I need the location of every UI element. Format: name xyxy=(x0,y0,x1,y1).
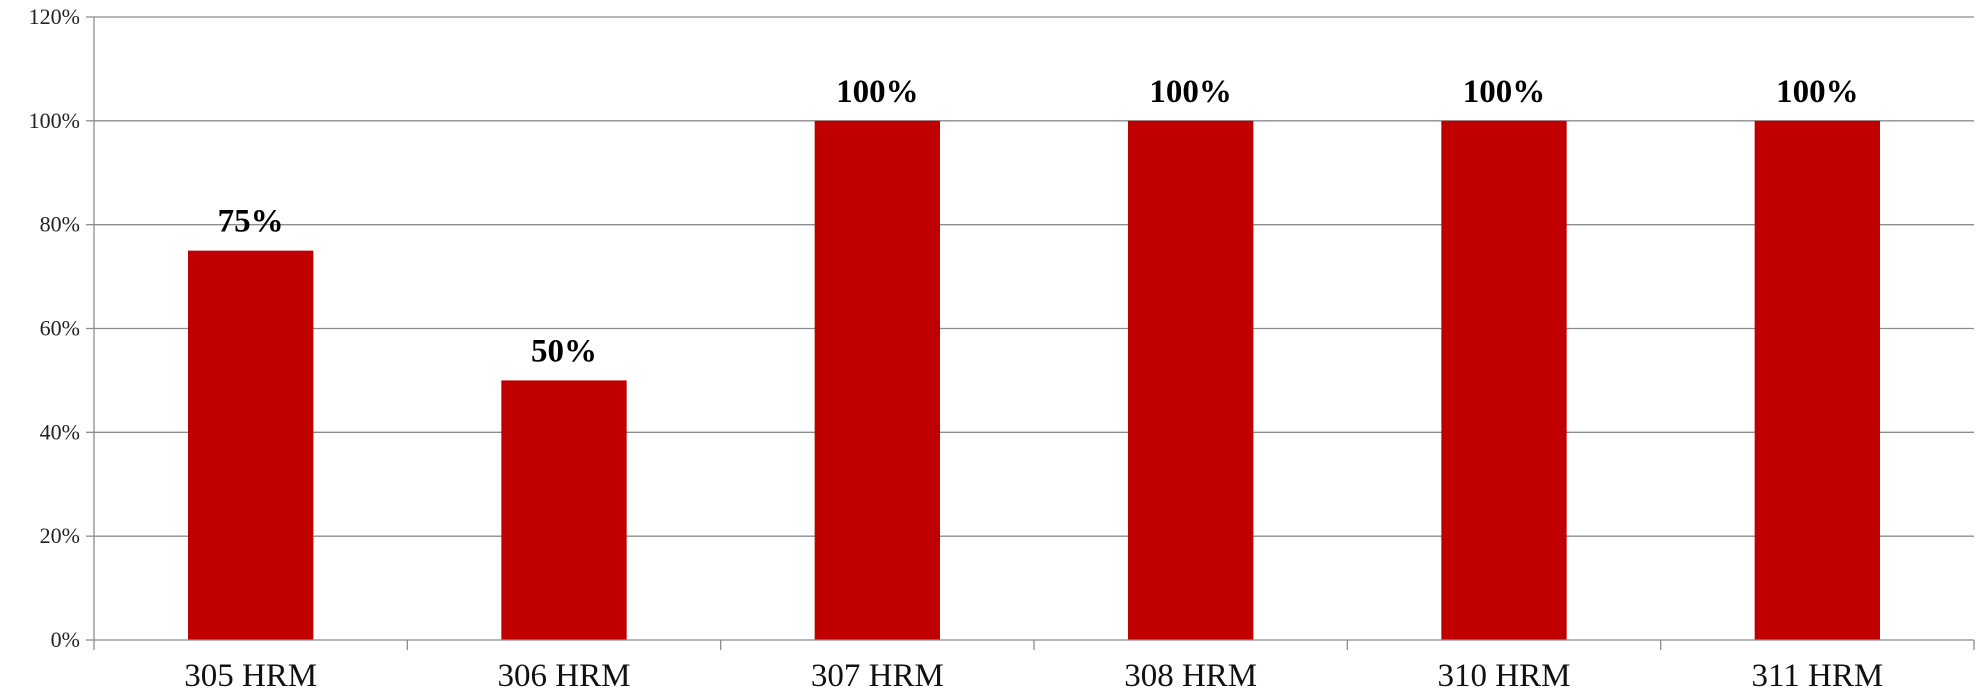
bar xyxy=(814,120,940,641)
y-tick-label: 80% xyxy=(40,212,80,237)
x-tick-label: 310 HRM xyxy=(1438,658,1571,694)
labels: 0% 20% 40% 60% 80% 100% 120% 75% 305 HRM 50% 306 H… xyxy=(29,4,1884,694)
gridlines xyxy=(94,16,1974,537)
y-tick-label: 40% xyxy=(40,419,80,444)
y-tick-label: 120% xyxy=(29,4,80,29)
y-tick-label: 0% xyxy=(51,627,80,652)
bar xyxy=(501,380,627,640)
x-tick-label: 307 HRM xyxy=(811,658,944,694)
x-tick-label: 306 HRM xyxy=(498,658,631,694)
x-tick-label: 305 HRM xyxy=(184,658,317,694)
data-label: 100% xyxy=(1776,74,1859,110)
y-tick-label: 20% xyxy=(40,523,80,548)
data-label: 75% xyxy=(218,204,284,240)
bar xyxy=(1441,120,1567,641)
bar xyxy=(1128,120,1254,641)
data-label: 50% xyxy=(531,333,597,369)
data-label: 100% xyxy=(1149,74,1232,110)
bars xyxy=(188,120,1880,641)
axes xyxy=(86,16,1975,650)
x-tick-label: 308 HRM xyxy=(1124,658,1257,694)
data-label: 100% xyxy=(1463,74,1546,110)
bar xyxy=(188,250,314,640)
bar xyxy=(1754,120,1880,641)
x-tick-label: 311 HRM xyxy=(1751,658,1883,694)
y-tick-label: 100% xyxy=(29,108,80,133)
y-tick-label: 60% xyxy=(40,316,80,341)
data-label: 100% xyxy=(836,74,919,110)
